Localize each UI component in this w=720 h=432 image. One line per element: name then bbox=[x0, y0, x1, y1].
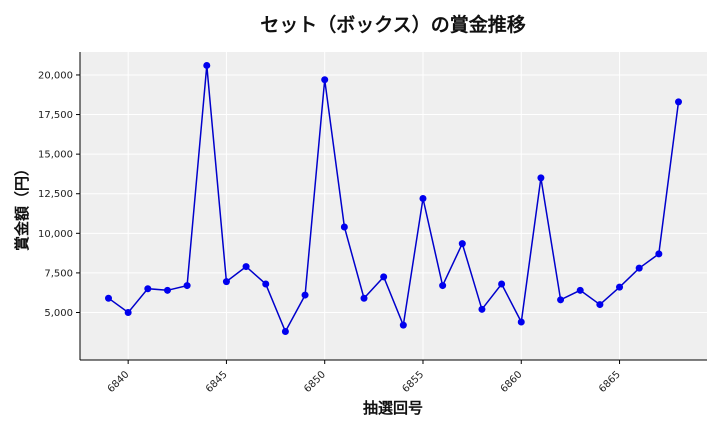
data-point bbox=[262, 280, 270, 288]
y-tick-label: 17,500 bbox=[38, 110, 73, 121]
data-point bbox=[439, 282, 447, 290]
chart-title: セット（ボックス）の賞金推移 bbox=[260, 13, 525, 36]
data-point bbox=[340, 223, 348, 231]
data-point bbox=[517, 318, 525, 326]
data-point bbox=[616, 283, 624, 291]
plot-area bbox=[80, 52, 707, 360]
data-point bbox=[144, 285, 152, 293]
x-tick-label: 6855 bbox=[400, 369, 426, 395]
x-tick-label: 6845 bbox=[204, 369, 230, 395]
series-line bbox=[108, 65, 680, 334]
data-point bbox=[537, 174, 545, 182]
data-point bbox=[419, 194, 427, 202]
x-axis-label: 抽選回号 bbox=[363, 399, 423, 417]
x-tick-label: 6850 bbox=[302, 369, 328, 395]
data-point bbox=[281, 327, 289, 335]
data-point bbox=[222, 278, 230, 286]
data-point bbox=[596, 301, 604, 309]
y-tick-label: 20,000 bbox=[38, 70, 73, 81]
data-point bbox=[321, 76, 329, 84]
data-point bbox=[301, 291, 309, 299]
data-point bbox=[498, 280, 506, 288]
data-point bbox=[399, 321, 407, 329]
data-point bbox=[163, 286, 171, 294]
data-point bbox=[360, 294, 368, 302]
data-point bbox=[458, 240, 466, 248]
data-point bbox=[380, 273, 388, 281]
data-point bbox=[576, 286, 584, 294]
y-tick-label: 7,500 bbox=[44, 268, 73, 279]
data-point bbox=[557, 296, 565, 304]
y-axis-ticks: 5,000 7,500 10,000 12,500 15,000 17,500 20,000 bbox=[38, 70, 80, 319]
y-tick-label: 10,000 bbox=[38, 229, 73, 240]
data-point bbox=[203, 61, 211, 69]
series-points bbox=[105, 61, 682, 335]
data-point bbox=[183, 282, 191, 290]
y-tick-label: 5,000 bbox=[44, 308, 73, 319]
y-tick-label: 12,500 bbox=[38, 189, 73, 200]
data-point bbox=[105, 294, 112, 302]
x-tick-label: 6865 bbox=[597, 369, 623, 395]
data-point bbox=[635, 264, 643, 272]
x-axis-ticks: 6840 6845 6850 6855 6860 6865 bbox=[106, 360, 623, 395]
data-point bbox=[675, 98, 682, 106]
y-tick-label: 15,000 bbox=[38, 150, 73, 161]
x-tick-label: 6860 bbox=[499, 369, 525, 395]
axes bbox=[79, 52, 707, 361]
data-point bbox=[242, 263, 250, 271]
grid-lines bbox=[80, 52, 707, 360]
data-point bbox=[124, 308, 132, 316]
y-axis-label: 賞金額（円） bbox=[13, 161, 31, 251]
data-point bbox=[478, 305, 486, 313]
data-point bbox=[655, 250, 663, 258]
x-tick-label: 6840 bbox=[106, 369, 132, 395]
